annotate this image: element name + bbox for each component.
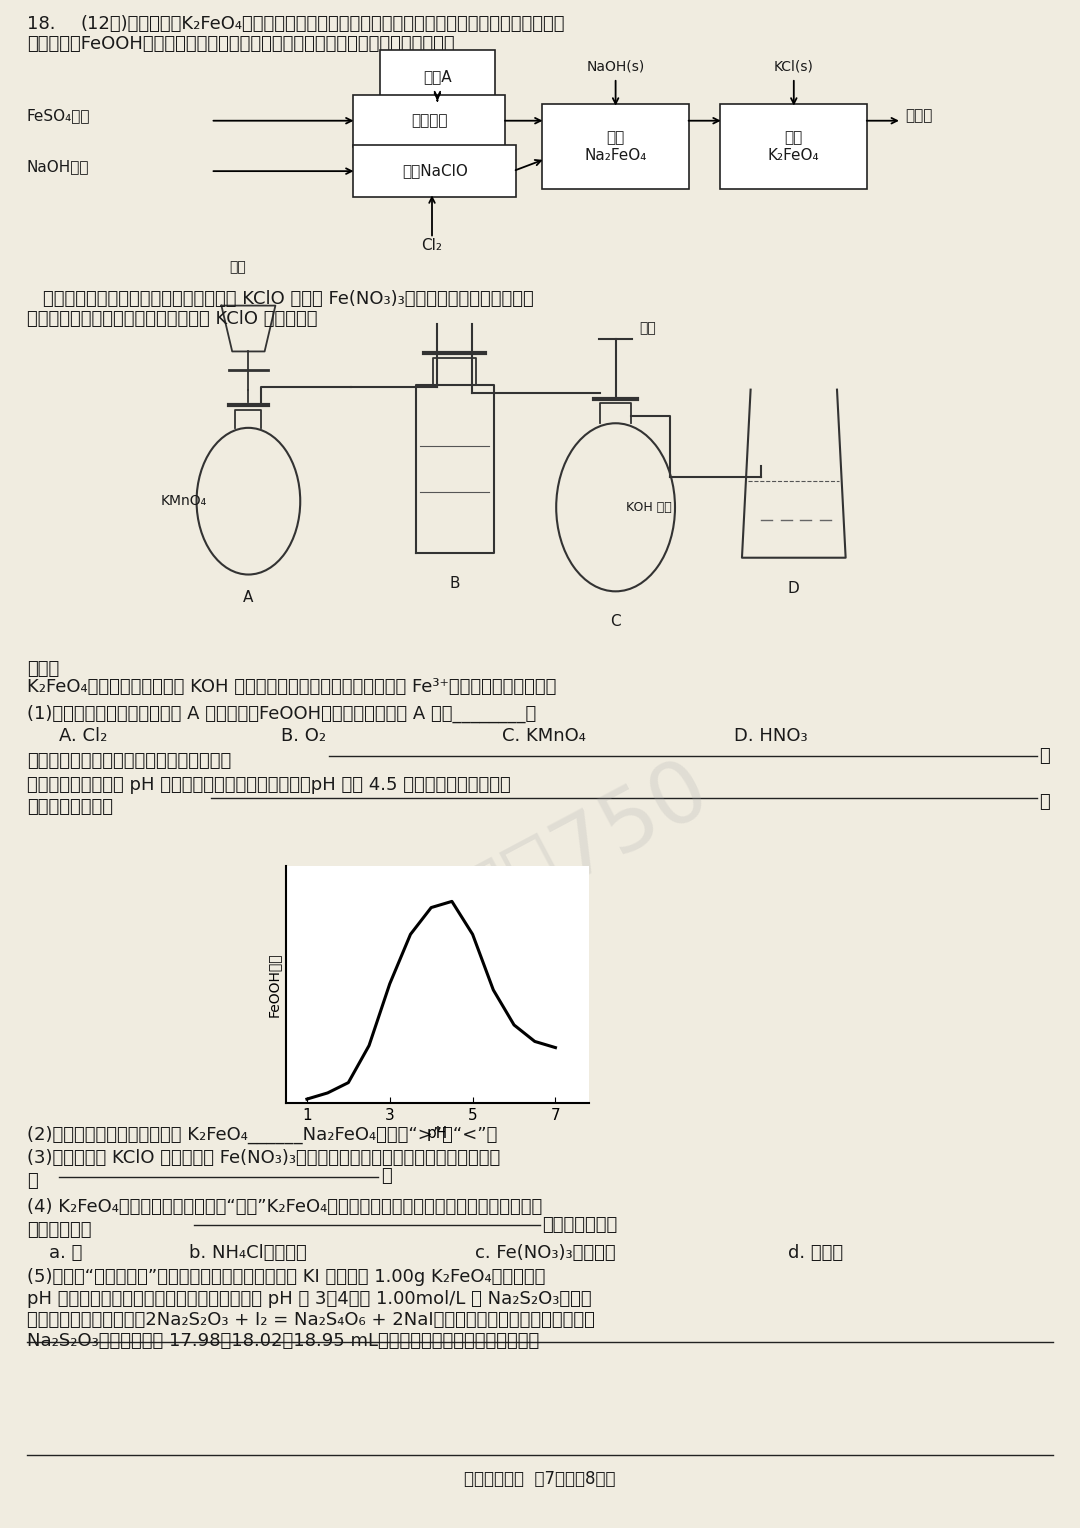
Text: C: C xyxy=(610,614,621,630)
Text: Cl₂: Cl₂ xyxy=(421,238,443,254)
Text: 制备
K₂FeO₄: 制备 K₂FeO₄ xyxy=(768,130,820,163)
Text: 试剂A: 试剂A xyxy=(423,69,451,84)
FancyBboxPatch shape xyxy=(353,145,516,197)
Text: 粠产品: 粠产品 xyxy=(905,108,932,124)
Text: (12分)高铁酸钒（K₂FeO₄）是一种新型、高效的绿色水处理剂。工业上利用硫酸亚铁为原料，: (12分)高铁酸钒（K₂FeO₄）是一种新型、高效的绿色水处理剂。工业上利用硫酸… xyxy=(81,15,566,34)
Text: 备高铁酸钒，下图所示是模拟工业制备 KClO 溶液装置。: 备高铁酸钒，下图所示是模拟工业制备 KClO 溶液装置。 xyxy=(27,310,318,329)
Text: 已知：: 已知： xyxy=(27,660,59,678)
Text: B. O₂: B. O₂ xyxy=(281,727,326,746)
Text: 为: 为 xyxy=(27,1172,38,1190)
Text: 盐酸: 盐酸 xyxy=(229,260,246,274)
Text: D. HNO₃: D. HNO₃ xyxy=(734,727,808,746)
Text: 。: 。 xyxy=(381,1167,392,1186)
Y-axis label: FeOOH产率: FeOOH产率 xyxy=(267,952,281,1018)
Text: NaOH(s): NaOH(s) xyxy=(586,60,645,73)
Text: 18.: 18. xyxy=(27,15,55,34)
Text: KMnO₄: KMnO₄ xyxy=(161,494,206,509)
Text: 制备
Na₂FeO₄: 制备 Na₂FeO₄ xyxy=(584,130,647,163)
X-axis label: pH: pH xyxy=(427,1126,448,1141)
Text: b. NH₄Cl、异丙醇: b. NH₄Cl、异丙醇 xyxy=(189,1244,307,1262)
Text: 主要原因可能是：: 主要原因可能是： xyxy=(27,798,113,816)
Text: Na₂S₂O₃标准溶液分别 17.98、18.02、18.95 mL。原样品中高铁酸钒的质鼿分数为: Na₂S₂O₃标准溶液分别 17.98、18.02、18.95 mL。原样品中高… xyxy=(27,1332,539,1351)
Text: 液作为滴定剂进行滴定（2Na₂S₂O₃ + I₂ = Na₂S₄O₆ + 2NaI），淠粉指示剂，三次滴定，消耗: 液作为滴定剂进行滴定（2Na₂S₂O₃ + I₂ = Na₂S₄O₆ + 2Na… xyxy=(27,1311,595,1329)
FancyBboxPatch shape xyxy=(720,104,867,189)
FancyBboxPatch shape xyxy=(353,95,505,147)
Text: C. KMnO₄: C. KMnO₄ xyxy=(502,727,586,746)
Text: FeSO₄溶液: FeSO₄溶液 xyxy=(27,108,91,124)
Text: D: D xyxy=(788,581,799,596)
Text: 。: 。 xyxy=(1039,793,1050,811)
Text: A. Cl₂: A. Cl₂ xyxy=(59,727,108,746)
FancyBboxPatch shape xyxy=(542,104,689,189)
Text: NaOH溶液: NaOH溶液 xyxy=(27,159,90,174)
Text: K₂FeO₄可溶于水、微溶于浓 KOH 溶液；在强碱性溶液中比较稳定；在 Fe³⁺催化作用下发生分解。: K₂FeO₄可溶于水、微溶于浓 KOH 溶液；在强碱性溶液中比较稳定；在 Fe³… xyxy=(27,678,556,697)
Text: d. 异丙醇: d. 异丙醇 xyxy=(788,1244,843,1262)
Text: 流程中制备铁黄涉及到的离子反应方程式：: 流程中制备铁黄涉及到的离子反应方程式： xyxy=(27,752,231,770)
Text: (4) K₂FeO₄在水溶液中易水解，在“提绯”K₂FeO₄中采用重结晶、洗洤、低温烘干的方法，则洗: (4) K₂FeO₄在水溶液中易水解，在“提绯”K₂FeO₄中采用重结晶、洗洤、… xyxy=(27,1198,542,1216)
Text: 搞拌: 搞拌 xyxy=(639,321,657,336)
Text: 通过铁黄（FeOOH）制备高铁酸钒，可降低生产成本且产品质量优。工艺流程如下：: 通过铁黄（FeOOH）制备高铁酸钒，可降低生产成本且产品质量优。工艺流程如下： xyxy=(27,35,455,53)
Text: (1)工业流程中，需要加入试剂 A 制备铁黄（FeOOH），最合适的试剂 A 是：________。: (1)工业流程中，需要加入试剂 A 制备铁黄（FeOOH），最合适的试剂 A 是… xyxy=(27,704,537,723)
Text: KCl(s): KCl(s) xyxy=(774,60,813,73)
Text: 实验测得反应溶液的 pH 对铁黄产率的影响如下图所示，pH 大于 4.5 时铁黄产率逐渐降低的: 实验测得反应溶液的 pH 对铁黄产率的影响如下图所示，pH 大于 4.5 时铁黄… xyxy=(27,776,511,795)
Text: (2)根据工业流程推断，溶解度 K₂FeO₄______Na₂FeO₄。（填“>”或“<”）: (2)根据工业流程推断，溶解度 K₂FeO₄______Na₂FeO₄。（填“>… xyxy=(27,1126,498,1144)
Text: 。: 。 xyxy=(1039,747,1050,766)
Text: A: A xyxy=(243,590,254,605)
Text: (5)工业用“间接碹量法”测定高铁酸钒的纯度：用碹化 KI 溶液溶解 1.00g K₂FeO₄样品，调节: (5)工业用“间接碹量法”测定高铁酸钒的纯度：用碹化 KI 溶液溶解 1.00g… xyxy=(27,1268,545,1287)
FancyBboxPatch shape xyxy=(380,50,495,102)
Text: B: B xyxy=(449,576,460,591)
Text: KOH 溶液: KOH 溶液 xyxy=(626,501,672,513)
Text: pH 使高铁酸根全部被还原成亚铁离子，再调节 pH 为 3～4，用 1.00mol/L 的 Na₂S₂O₃标准溶: pH 使高铁酸根全部被还原成亚铁离子，再调节 pH 为 3～4，用 1.00mo… xyxy=(27,1290,592,1308)
Text: a. 水: a. 水 xyxy=(49,1244,82,1262)
Text: 浙江精題750: 浙江精題750 xyxy=(356,747,724,995)
Text: 制备铁黄: 制备铁黄 xyxy=(411,113,447,128)
Text: 溶液（填序号）: 溶液（填序号） xyxy=(542,1216,618,1235)
Text: 高三化学试题  第7页（共8页）: 高三化学试题 第7页（共8页） xyxy=(464,1470,616,1488)
Text: 制备NaClO: 制备NaClO xyxy=(402,163,468,179)
Text: c. Fe(NO₃)₃、异丙醇: c. Fe(NO₃)₃、异丙醇 xyxy=(475,1244,616,1262)
Text: 涤剂最好选用: 涤剂最好选用 xyxy=(27,1221,92,1239)
Text: (3)实验室使用 KClO 溶液和饱和 Fe(NO₃)₃溶液制备高铁酸钒时，两种试剂的滴加顺序: (3)实验室使用 KClO 溶液和饱和 Fe(NO₃)₃溶液制备高铁酸钒时，两种… xyxy=(27,1149,500,1167)
Text: 化学兴趣小组的同学们在实验室中，通过 KClO 溶液与 Fe(NO₃)₃溶液的反应模拟工业生产制: 化学兴趣小组的同学们在实验室中，通过 KClO 溶液与 Fe(NO₃)₃溶液的反… xyxy=(43,290,534,309)
